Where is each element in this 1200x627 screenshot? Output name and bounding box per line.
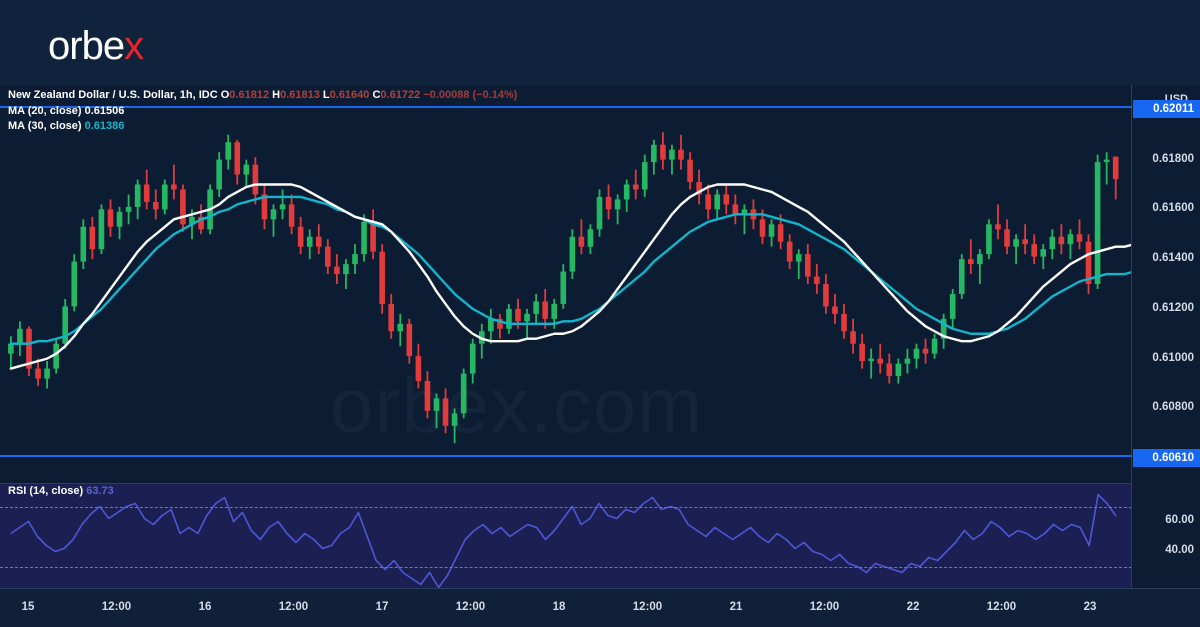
rsi-line-svg	[10, 493, 1117, 589]
time-tick-10: 22	[906, 601, 920, 613]
time-tick-1: 12:00	[101, 601, 132, 613]
symbol-title: New Zealand Dollar / U.S. Dollar, 1h, ID…	[8, 89, 218, 101]
support-price-badge[interactable]: 0.60610	[1133, 448, 1200, 467]
logo-text-main: orbe	[48, 24, 125, 68]
price-tick-2: 0.61400	[1152, 252, 1194, 265]
high-value: 0.61813	[280, 89, 320, 101]
support-level-line	[0, 454, 1132, 457]
high-label: H	[272, 89, 281, 101]
rsi-label: RSI (14, close)	[8, 485, 84, 497]
price-tick-1: 0.61600	[1152, 202, 1194, 215]
symbol-legend-row[interactable]: New Zealand Dollar / U.S. Dollar, 1h, ID…	[8, 88, 517, 103]
orbex-logo: orbex	[48, 24, 144, 68]
price-axis[interactable]: USD 0.61800 0.61600 0.61400 0.61200 0.61…	[1131, 85, 1200, 627]
time-tick-8: 21	[729, 601, 743, 613]
rsi-value: 63.73	[86, 485, 114, 497]
page-header: orbex	[0, 0, 1200, 85]
time-tick-5: 12:00	[455, 601, 486, 613]
change-value: −0.00088 (−0.14%)	[423, 89, 518, 101]
open-label: O	[220, 89, 230, 101]
ma20-value: 0.61506	[84, 105, 125, 117]
price-plot	[0, 85, 1132, 483]
close-label: C	[372, 89, 381, 101]
rsi-tick-0: 60.00	[1165, 513, 1194, 526]
time-tick-4: 17	[375, 601, 389, 613]
resistance-price-badge[interactable]: 0.62011	[1133, 100, 1200, 119]
candlestick-svg	[8, 132, 1132, 444]
time-tick-7: 12:00	[632, 601, 663, 613]
low-value: 0.61640	[329, 89, 370, 101]
low-label: L	[322, 89, 330, 101]
time-tick-6: 18	[552, 601, 566, 613]
rsi-tick-1: 40.00	[1165, 543, 1194, 556]
price-tick-4: 0.61000	[1152, 351, 1194, 364]
time-axis[interactable]: 15 12:00 16 12:00 17 12:00 18 12:00 21 12:00 22 12:…	[0, 588, 1200, 627]
chart-legend: New Zealand Dollar / U.S. Dollar, 1h, ID…	[8, 88, 517, 134]
ma30-value: 0.61386	[84, 120, 125, 132]
rsi-oversold-line	[0, 566, 1132, 568]
rsi-overbought-line	[0, 506, 1132, 508]
rsi-panel	[0, 483, 1132, 589]
time-tick-2: 16	[198, 601, 212, 613]
time-tick-11: 12:00	[986, 601, 1017, 613]
open-value: 0.61812	[229, 89, 270, 101]
time-tick-9: 12:00	[809, 601, 840, 613]
logo-text-accent: x	[124, 24, 144, 68]
close-value: 0.61722	[380, 89, 421, 101]
chart-area: orbex.com USD 0.61800 0.61600 0.61400 0.…	[0, 85, 1200, 627]
ma20-label: MA (20, close)	[8, 105, 82, 117]
ma20-legend-row[interactable]: MA (20, close) 0.61506	[8, 104, 517, 119]
rsi-legend[interactable]: RSI (14, close) 63.73	[8, 485, 114, 497]
ma30-label: MA (30, close)	[8, 120, 82, 132]
time-tick-3: 12:00	[278, 601, 309, 613]
price-tick-3: 0.61200	[1152, 301, 1194, 314]
price-tick-5: 0.60800	[1152, 401, 1194, 414]
time-tick-12: 23	[1083, 601, 1097, 613]
resistance-level-line	[0, 106, 1132, 109]
price-tick-0: 0.61800	[1152, 152, 1194, 165]
ma30-legend-row[interactable]: MA (30, close) 0.61386	[8, 119, 517, 134]
time-tick-0: 15	[21, 601, 35, 613]
